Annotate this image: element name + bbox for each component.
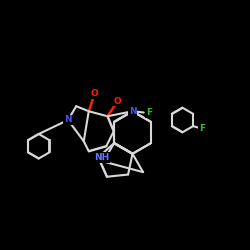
Text: N: N [129,107,136,116]
Text: F: F [199,124,205,133]
Text: O: O [114,97,122,106]
Text: N: N [64,116,72,124]
Text: O: O [90,89,98,98]
Text: NH: NH [94,153,110,162]
Text: F: F [146,108,152,117]
